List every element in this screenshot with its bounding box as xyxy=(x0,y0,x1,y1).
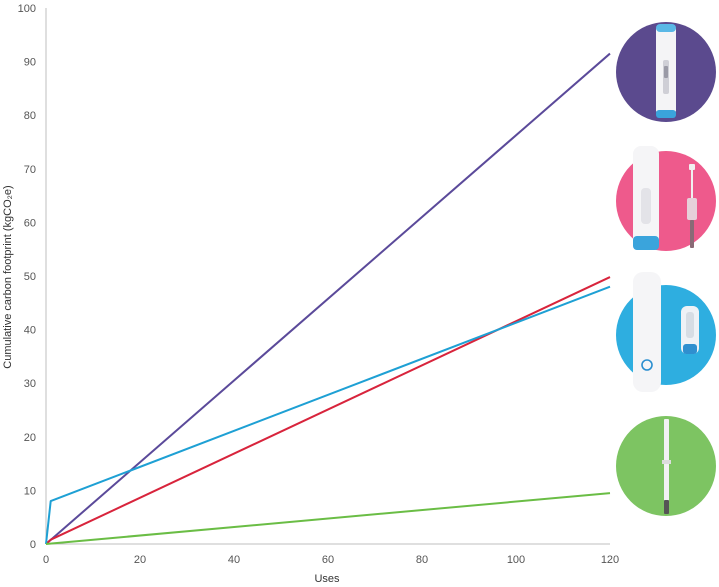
x-tick-label: 80 xyxy=(416,554,428,566)
series-line-3 xyxy=(45,492,611,545)
y-axis-title: Cumulative carbon footprint (kgCO₂e) xyxy=(2,185,14,368)
x-tick-label: 120 xyxy=(601,554,619,566)
series-line-0 xyxy=(45,52,611,545)
y-tick-label: 80 xyxy=(24,110,36,122)
pink-device-icon xyxy=(616,146,716,251)
series-line-2 xyxy=(45,285,611,545)
series-lines xyxy=(45,52,611,545)
y-tick-label: 30 xyxy=(24,378,36,390)
x-tick-labels: 0 20 40 60 80 100 120 xyxy=(43,554,619,566)
y-tick-label: 60 xyxy=(24,217,36,229)
x-tick-label: 40 xyxy=(228,554,240,566)
y-tick-label: 100 xyxy=(18,3,36,15)
purple-device-icon xyxy=(616,22,716,122)
y-tick-labels: 0 10 20 30 40 50 60 70 80 90 100 xyxy=(18,3,36,551)
green-device-icon xyxy=(616,416,716,516)
y-tick-label: 50 xyxy=(24,271,36,283)
blue-device-icon xyxy=(616,272,716,392)
y-tick-label: 70 xyxy=(24,164,36,176)
x-tick-label: 20 xyxy=(134,554,146,566)
y-tick-label: 40 xyxy=(24,325,36,337)
x-axis-title: Uses xyxy=(314,573,340,585)
y-tick-label: 10 xyxy=(24,485,36,497)
series-line-1 xyxy=(45,276,611,545)
x-tick-label: 100 xyxy=(507,554,525,566)
y-tick-label: 90 xyxy=(24,57,36,69)
x-tick-label: 60 xyxy=(322,554,334,566)
y-tick-label: 20 xyxy=(24,432,36,444)
y-tick-label: 0 xyxy=(30,539,36,551)
x-tick-label: 0 xyxy=(43,554,49,566)
